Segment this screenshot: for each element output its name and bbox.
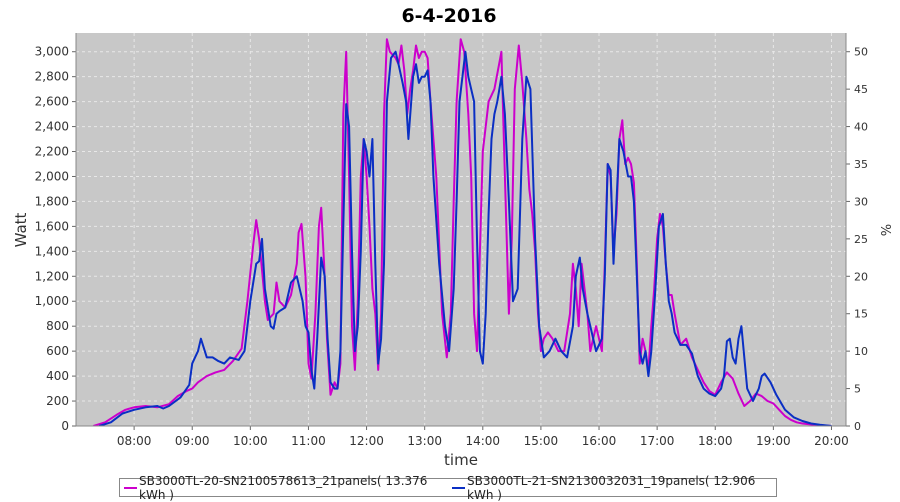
y2-tick-label: 40 <box>854 121 868 134</box>
y2-tick-label: 5 <box>854 383 861 396</box>
y2-tick-label: 25 <box>854 233 868 246</box>
y-tick-label: 1,400 <box>35 244 69 258</box>
legend-label-series-1: SB3000TL-20-SN2100578613_21panels( 13.37… <box>139 473 428 502</box>
x-tick-label: 13:00 <box>407 434 442 448</box>
x-axis-label: time <box>444 451 478 469</box>
legend-swatch-series-1 <box>124 486 138 489</box>
legend-item-series-2: SB3000TL-21-SN2130032031_19panels( 12.90… <box>452 474 772 502</box>
x-tick-label: 17:00 <box>640 434 675 448</box>
y2-tick-label: 30 <box>854 195 868 208</box>
y-tick-label: 1,600 <box>35 219 69 233</box>
plot-area <box>76 33 846 426</box>
chart-title: 6-4-2016 <box>401 5 496 27</box>
y-tick-label: 600 <box>46 344 69 358</box>
x-tick-label: 12:00 <box>349 434 384 448</box>
y-tick-label: 2,400 <box>35 120 69 134</box>
y-tick-label: 1,000 <box>35 294 69 308</box>
y-axis-label: Watt <box>12 212 30 247</box>
legend: SB3000TL-20-SN2100578613_21panels( 13.37… <box>119 474 777 502</box>
y-tick-label: 0 <box>61 419 69 433</box>
y2-axis-label: % <box>877 224 892 236</box>
x-tick-label: 11:00 <box>291 434 326 448</box>
y-tick-label: 2,800 <box>35 70 69 84</box>
y2-tick-label: 35 <box>854 158 868 171</box>
series-lines <box>93 38 832 426</box>
y-tick-label: 3,000 <box>35 45 69 59</box>
y2-tick-label: 0 <box>854 420 861 433</box>
y2-tick-label: 50 <box>854 46 868 59</box>
axes: 08:00 09:00 10:00 11:00 12:00 13:00 14:00 15:00… <box>35 33 868 448</box>
x-tick-label: 09:00 <box>175 434 210 448</box>
x-tick-label: 16:00 <box>582 434 617 448</box>
y-tick-label: 2,000 <box>35 169 69 183</box>
legend-swatch-series-2 <box>452 486 466 489</box>
y2-tick-label: 20 <box>854 270 868 283</box>
series-line-2 <box>98 50 832 426</box>
y-tick-label: 2,200 <box>35 145 69 159</box>
x-tick-label: 18:00 <box>698 434 733 448</box>
y2-tick-label: 15 <box>854 308 868 321</box>
y-tick-label: 400 <box>46 369 69 383</box>
x-tick-label: 14:00 <box>465 434 500 448</box>
x-tick-label: 20:00 <box>814 434 849 448</box>
y2-tick-label: 10 <box>854 345 868 358</box>
y-tick-label: 200 <box>46 394 69 408</box>
y-tick-label: 800 <box>46 319 69 333</box>
legend-label-series-2: SB3000TL-21-SN2130032031_19panels( 12.90… <box>467 473 756 502</box>
x-tick-label: 08:00 <box>117 434 152 448</box>
y2-tick-label: 45 <box>854 83 868 96</box>
x-tick-label: 19:00 <box>756 434 791 448</box>
x-tick-label: 15:00 <box>524 434 559 448</box>
y-tick-label: 1,200 <box>35 269 69 283</box>
x-tick-label: 10:00 <box>233 434 268 448</box>
legend-item-series-1: SB3000TL-20-SN2100578613_21panels( 13.37… <box>124 474 444 502</box>
y-tick-label: 2,600 <box>35 95 69 109</box>
y-tick-label: 1,800 <box>35 194 69 208</box>
